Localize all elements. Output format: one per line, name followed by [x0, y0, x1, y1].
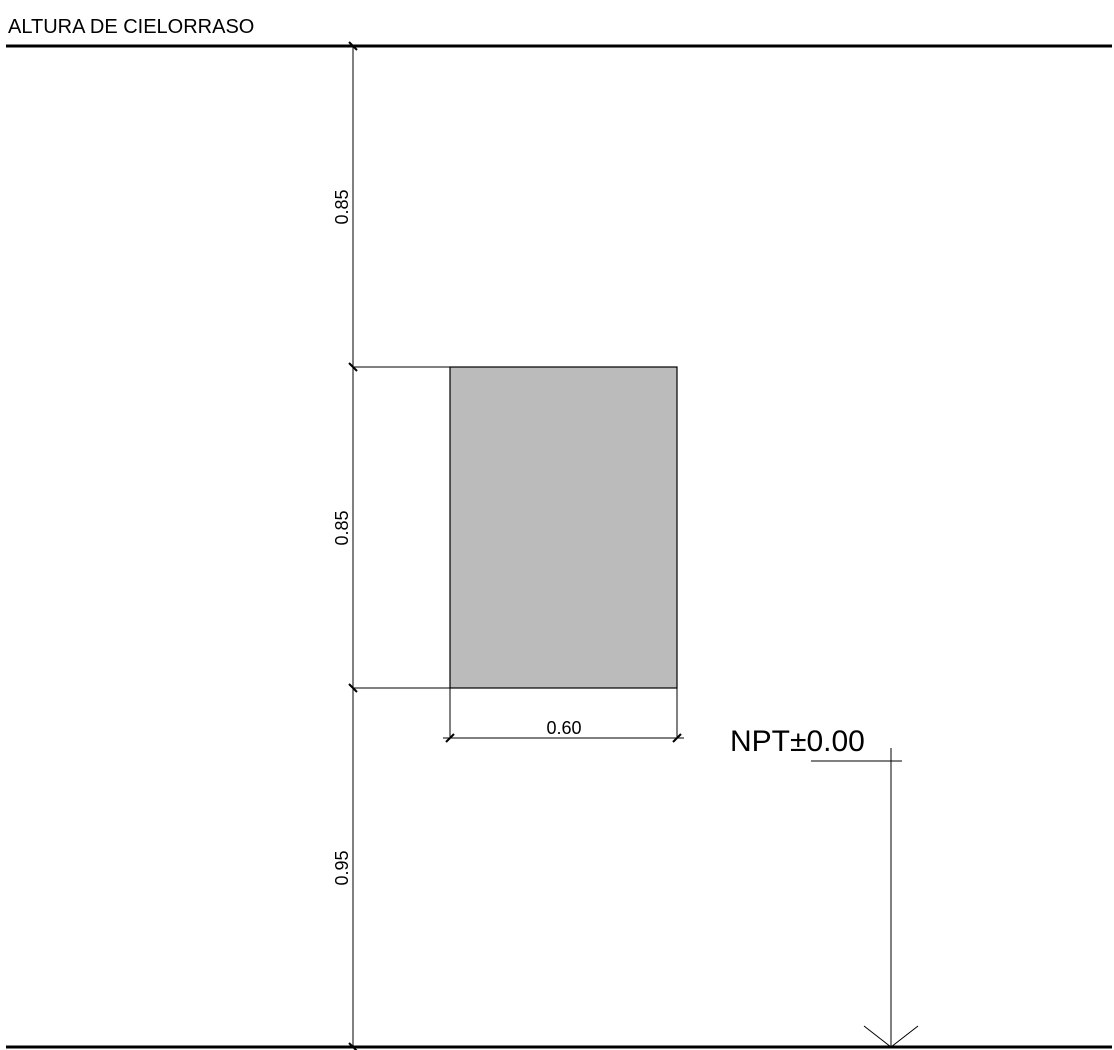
level-marker-arrow-icon [863, 1025, 919, 1048]
dimension-label-lower: 0.95 [332, 850, 352, 885]
width-tick-right [672, 733, 682, 743]
dimension-label-middle: 0.85 [332, 510, 352, 545]
dimension-tick-top [348, 41, 358, 51]
width-dimension-label: 0.60 [546, 718, 581, 738]
dimension-label-upper: 0.85 [332, 189, 352, 224]
width-tick-left [445, 733, 455, 743]
level-marker-label: NPT±0.00 [730, 725, 865, 758]
ceiling-label: ALTURA DE CIELORRASO [8, 16, 254, 38]
panel-rectangle [449, 366, 678, 689]
